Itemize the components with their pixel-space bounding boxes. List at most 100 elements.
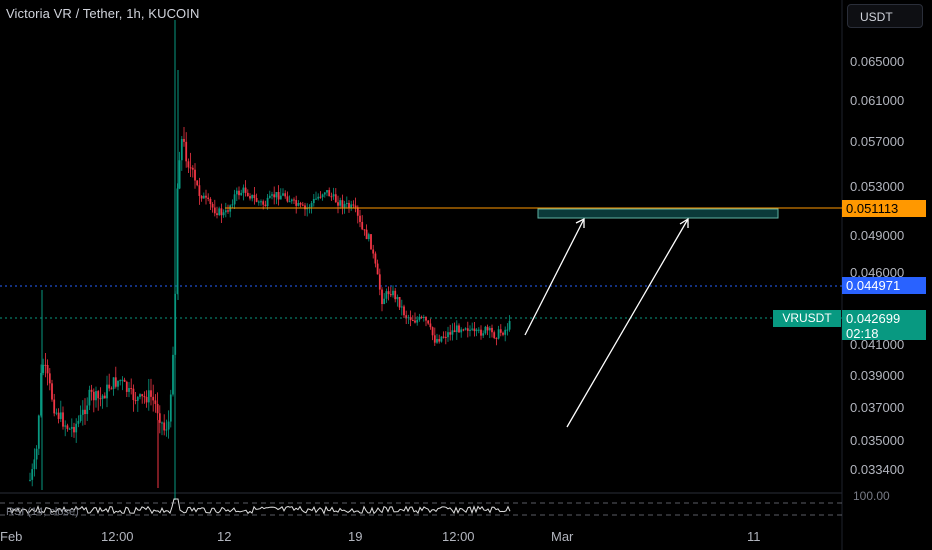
candle-body — [163, 422, 166, 431]
candle-body — [299, 203, 302, 205]
candle-body — [321, 194, 324, 198]
candle-body — [334, 194, 337, 203]
candle-body — [376, 263, 379, 275]
candle-body — [200, 195, 203, 199]
candle-body — [458, 325, 460, 333]
candle-body — [37, 415, 40, 449]
candle-body — [310, 203, 313, 208]
candle-body — [381, 289, 383, 305]
target-zone-rectangle[interactable] — [537, 208, 779, 219]
arrow-drawing-1[interactable] — [524, 217, 585, 336]
candle-body — [414, 320, 416, 323]
candle-body — [158, 413, 161, 423]
time-label: 12:00 — [101, 529, 134, 544]
candle-body — [92, 391, 95, 401]
price-label: 0.037000 — [850, 400, 905, 415]
candle-body — [499, 329, 502, 333]
candle-body — [66, 425, 69, 429]
candle-body — [394, 290, 397, 300]
candle-body — [420, 316, 423, 318]
candle-body — [198, 185, 201, 196]
candle-body — [315, 198, 317, 200]
price-label: 0.046000 — [850, 265, 905, 280]
candle-body — [51, 383, 53, 400]
time-label: 11 — [747, 529, 761, 544]
candle-body — [29, 479, 31, 481]
candle-body — [354, 205, 357, 208]
time-label: 19 — [348, 529, 363, 544]
rsi-upper-label: 100.00 — [853, 489, 890, 503]
price-label: 0.033400 — [850, 462, 905, 477]
candle-body — [486, 326, 489, 331]
candle-body — [286, 196, 289, 202]
candle-body — [249, 196, 251, 199]
candle-body — [216, 213, 218, 216]
candle-body — [121, 379, 124, 381]
candle-body — [152, 396, 155, 401]
candle-body — [103, 395, 106, 399]
candle-body — [337, 202, 339, 206]
candle-body — [484, 326, 487, 334]
candle-body — [238, 190, 240, 196]
candle-body — [86, 405, 89, 415]
price-label: 0.061000 — [850, 93, 905, 108]
rsi-legend[interactable]: RSI (14, close) — [6, 506, 79, 518]
candle-body — [132, 388, 135, 401]
candle-body — [189, 167, 192, 169]
candle-body — [398, 296, 401, 308]
candle-body — [284, 193, 287, 197]
candle-body — [400, 306, 403, 308]
rsi-line — [7, 498, 511, 515]
candle-body — [330, 196, 333, 198]
candle-body — [90, 389, 93, 392]
candle-body — [233, 194, 236, 205]
candle-body — [59, 412, 62, 419]
price-label: 0.049000 — [850, 228, 905, 243]
candle-body — [352, 204, 355, 206]
candle-body — [99, 398, 102, 400]
candle-body — [427, 320, 430, 324]
candle-body — [57, 412, 60, 419]
candle-body — [165, 429, 168, 431]
candle-body — [88, 389, 91, 406]
candle-body — [117, 380, 119, 387]
candle-body — [387, 291, 390, 295]
candle-body — [440, 336, 443, 342]
candlestick-series — [29, 20, 511, 500]
candle-body — [471, 328, 474, 330]
candle-body — [213, 207, 216, 214]
candle-body — [275, 192, 278, 198]
candle-body — [227, 210, 229, 212]
candle-body — [224, 210, 227, 213]
candle-body — [128, 388, 130, 392]
candle-body — [31, 469, 34, 480]
candle-body — [141, 394, 144, 397]
candle-body — [207, 197, 210, 199]
price-label: 0.035000 — [850, 433, 905, 448]
candle-body — [64, 425, 67, 427]
currency-button[interactable]: USDT — [847, 4, 923, 28]
candle-body — [257, 201, 260, 203]
candle-body — [108, 384, 111, 389]
candle-body — [438, 339, 441, 342]
arrow-drawing-2[interactable] — [566, 217, 689, 428]
candle-body — [502, 332, 504, 335]
candle-body — [119, 380, 122, 382]
symbol-tag: VRUSDT — [773, 310, 841, 327]
candle-body — [389, 294, 392, 296]
candle-body — [154, 400, 157, 404]
candle-body — [273, 194, 276, 198]
last-price-value: 0.042699 — [846, 311, 901, 326]
candle-body — [235, 190, 238, 195]
candle-body — [242, 187, 245, 193]
candle-body — [220, 208, 223, 216]
candle-body — [251, 194, 254, 199]
time-label: 12:00 — [442, 529, 475, 544]
candle-body — [156, 403, 159, 414]
candle-body — [301, 204, 304, 206]
candle-body — [425, 317, 427, 321]
chart-title: Victoria VR / Tether, 1h, KUCOIN — [6, 6, 200, 21]
candle-body — [150, 390, 152, 397]
candle-body — [497, 329, 500, 339]
